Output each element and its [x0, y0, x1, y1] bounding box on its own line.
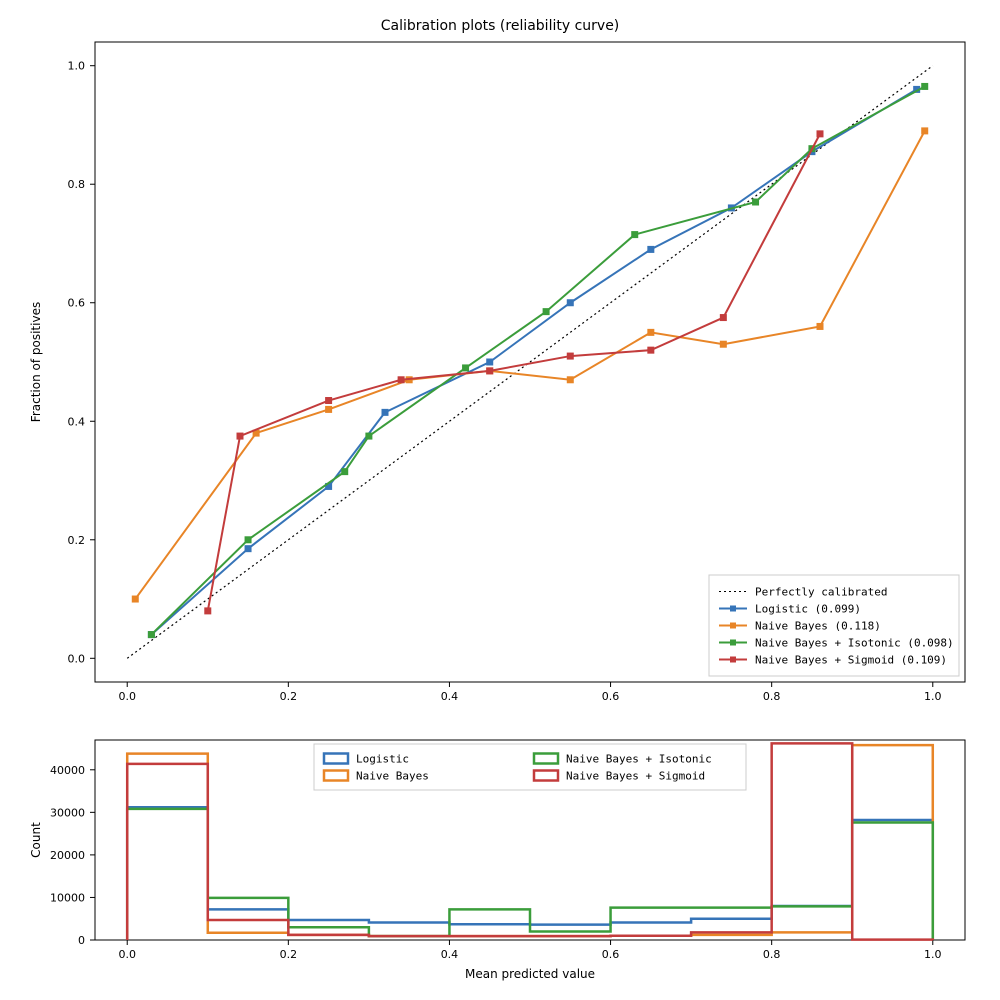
legend-label: Logistic: [356, 753, 409, 766]
series-marker: [648, 329, 654, 335]
xtick-label: 0.2: [280, 948, 298, 961]
series-marker: [463, 365, 469, 371]
ytick-label: 10000: [50, 891, 85, 904]
legend-marker: [730, 640, 736, 646]
legend-marker: [730, 657, 736, 663]
ytick-label: 20000: [50, 849, 85, 862]
xtick-label: 0.4: [441, 690, 459, 703]
ytick-label: 0.4: [68, 415, 86, 428]
series-marker: [132, 596, 138, 602]
xtick-label: 0.6: [602, 690, 620, 703]
series-marker: [326, 398, 332, 404]
ylabel: Fraction of positives: [29, 302, 43, 422]
legend-label: Naive Bayes + Isotonic (0.098): [755, 637, 954, 650]
figure-title: Calibration plots (reliability curve): [381, 18, 620, 34]
legend-label: Naive Bayes + Sigmoid: [566, 770, 705, 783]
series-marker: [543, 309, 549, 315]
xtick-label: 0.0: [118, 690, 136, 703]
xtick-label: 1.0: [924, 690, 942, 703]
xtick-label: 0.8: [763, 948, 781, 961]
ytick-label: 0.6: [68, 297, 86, 310]
legend-marker: [730, 623, 736, 629]
xtick-label: 0.6: [602, 948, 620, 961]
ytick-label: 0.8: [68, 178, 86, 191]
series-marker: [567, 377, 573, 383]
series-marker: [237, 433, 243, 439]
series-marker: [326, 406, 332, 412]
ylabel: Count: [29, 822, 43, 858]
xtick-label: 0.2: [280, 690, 298, 703]
series-line: [151, 86, 924, 634]
legend-label: Naive Bayes + Isotonic: [566, 753, 712, 766]
series-marker: [922, 128, 928, 134]
series-marker: [148, 632, 154, 638]
series-marker: [720, 341, 726, 347]
legend-label: Naive Bayes: [356, 770, 429, 783]
series-marker: [632, 232, 638, 238]
ytick-label: 0.0: [68, 652, 86, 665]
series-marker: [922, 83, 928, 89]
ytick-label: 1.0: [68, 60, 86, 73]
series-marker: [245, 546, 251, 552]
series-marker: [648, 347, 654, 353]
series-marker: [398, 377, 404, 383]
series-marker: [753, 199, 759, 205]
series-line: [135, 131, 924, 599]
series-marker: [817, 323, 823, 329]
series-marker: [817, 131, 823, 137]
figure-root: Calibration plots (reliability curve) 0.…: [0, 0, 1000, 1000]
legend-label: Naive Bayes (0.118): [755, 620, 881, 633]
series-marker: [205, 608, 211, 614]
xtick-label: 0.4: [441, 948, 459, 961]
legend-marker: [730, 606, 736, 612]
legend-label: Logistic (0.099): [755, 603, 861, 616]
xtick-label: 0.0: [118, 948, 136, 961]
series-marker: [487, 368, 493, 374]
ytick-label: 40000: [50, 764, 85, 777]
xlabel: Mean predicted value: [465, 967, 595, 981]
legend-label: Perfectly calibrated: [755, 586, 887, 599]
xtick-label: 0.8: [763, 690, 781, 703]
series-marker: [342, 469, 348, 475]
ytick-label: 0: [78, 934, 85, 947]
ytick-label: 0.2: [68, 534, 86, 547]
series-marker: [245, 537, 251, 543]
series-marker: [720, 315, 726, 321]
legend-box: [314, 744, 746, 790]
series-marker: [382, 409, 388, 415]
series-marker: [487, 359, 493, 365]
series-marker: [567, 300, 573, 306]
series-marker: [567, 353, 573, 359]
legend-label: Naive Bayes + Sigmoid (0.109): [755, 654, 947, 667]
series-marker: [648, 246, 654, 252]
xtick-label: 1.0: [924, 948, 942, 961]
svg-canvas: Calibration plots (reliability curve) 0.…: [0, 0, 1000, 1000]
series-marker: [366, 433, 372, 439]
ytick-label: 30000: [50, 806, 85, 819]
